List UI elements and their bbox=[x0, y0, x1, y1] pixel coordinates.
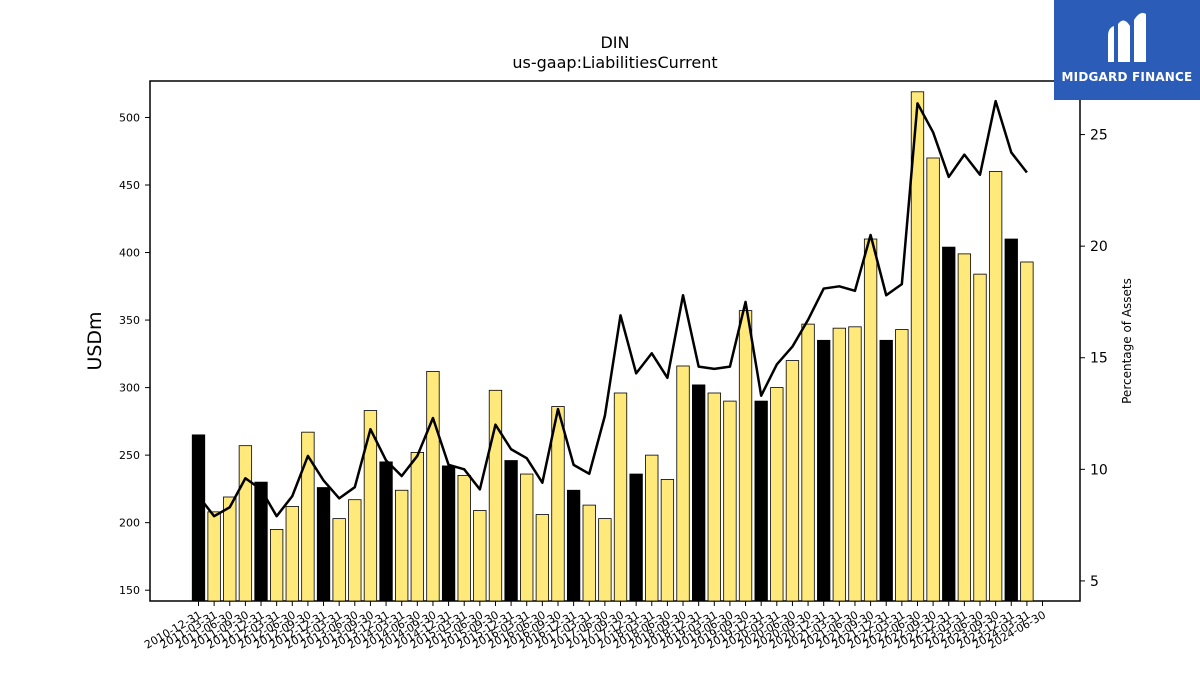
chart-subtitle: us-gaap:LiabilitiesCurrent bbox=[512, 53, 717, 72]
bar-2021-12-31 bbox=[879, 339, 893, 602]
bar-2023-09-30 bbox=[988, 171, 1003, 602]
brand-name: MIDGARD FINANCE bbox=[1061, 70, 1193, 84]
bar-2024-03-31 bbox=[1020, 261, 1034, 602]
brand-logo: MIDGARD FINANCE bbox=[1054, 0, 1200, 100]
bar-2020-06-30 bbox=[785, 360, 800, 602]
bar-2016-12-31 bbox=[566, 489, 581, 602]
bar-2018-06-30 bbox=[660, 479, 675, 602]
y-tick-label: 150 bbox=[119, 584, 140, 597]
y2-tick-label: 20 bbox=[1090, 239, 1108, 255]
bar-2020-12-31 bbox=[817, 339, 831, 602]
bar-2011-09-30 bbox=[238, 445, 253, 602]
bar-2013-06-30 bbox=[348, 499, 362, 602]
bar-2018-12-31 bbox=[692, 384, 706, 602]
bar-2022-09-30 bbox=[926, 157, 940, 602]
bar-2010-12-31 bbox=[191, 434, 206, 602]
bar-2015-06-30 bbox=[473, 510, 487, 602]
bar-2013-03-31 bbox=[332, 518, 346, 602]
y-tick-label: 450 bbox=[119, 179, 140, 192]
bar-2019-06-30 bbox=[723, 400, 737, 602]
y2-tick-label: 5 bbox=[1090, 574, 1099, 590]
bar-2021-09-30 bbox=[863, 238, 878, 602]
bar-2017-09-30 bbox=[613, 392, 628, 602]
bar-2016-03-31 bbox=[520, 473, 534, 602]
y-tick-label: 300 bbox=[119, 382, 140, 395]
x-axis: 2010-12-312011-03-312011-06-302011-09-30… bbox=[142, 601, 1048, 652]
bar-2015-03-31 bbox=[457, 474, 471, 602]
bar-2015-09-30 bbox=[488, 389, 503, 602]
bar-2019-03-31 bbox=[707, 392, 721, 602]
y-tick-label: 350 bbox=[119, 314, 140, 327]
y-tick-label: 500 bbox=[119, 111, 140, 124]
bar-2021-03-31 bbox=[832, 327, 846, 602]
bar-2019-12-31 bbox=[754, 400, 768, 602]
bar-2015-12-31 bbox=[504, 460, 518, 602]
bar-2014-03-31 bbox=[395, 489, 409, 602]
bar-2012-03-31 bbox=[269, 529, 284, 602]
bar-2020-09-30 bbox=[801, 323, 815, 602]
bar-2012-12-31 bbox=[316, 487, 331, 602]
y2-tick-label: 10 bbox=[1090, 462, 1108, 478]
bar-2017-06-30 bbox=[598, 518, 612, 602]
y2-tick-label: 25 bbox=[1090, 128, 1108, 144]
bar-2017-03-31 bbox=[582, 504, 596, 602]
y-axis-left: 150 200 250 300 350 400 450 500 bbox=[119, 111, 150, 597]
bar-2017-12-31 bbox=[629, 473, 643, 602]
y2-axis-label: Percentage of Assets bbox=[1120, 278, 1134, 404]
percent-line bbox=[197, 99, 1028, 518]
bar-2011-06-30 bbox=[223, 496, 237, 602]
y-axis-right: 5 10 15 20 25 bbox=[1080, 128, 1108, 590]
y-tick-label: 250 bbox=[119, 449, 140, 462]
y-tick-label: 400 bbox=[119, 247, 140, 260]
bar-2014-09-30 bbox=[426, 370, 440, 602]
bar-2020-03-31 bbox=[770, 387, 784, 602]
chart-title: DIN bbox=[600, 33, 629, 52]
bar-2023-03-31 bbox=[957, 253, 972, 602]
y2-tick-label: 15 bbox=[1090, 351, 1108, 367]
bar-2022-03-31 bbox=[895, 329, 909, 602]
midgard-logo-icon bbox=[1108, 12, 1146, 63]
bar-2022-12-31 bbox=[942, 246, 956, 602]
bar-2023-06-30 bbox=[973, 273, 987, 602]
bar-2011-03-31 bbox=[207, 511, 221, 602]
percent-line-path bbox=[197, 99, 1028, 518]
bar-2018-09-30 bbox=[676, 365, 690, 602]
bar-2021-06-30 bbox=[848, 326, 862, 602]
bar-2018-03-31 bbox=[645, 454, 659, 602]
bar-2019-09-30 bbox=[738, 310, 753, 602]
bar-2023-12-31 bbox=[1004, 238, 1018, 602]
y-axis-label: USDm bbox=[84, 311, 106, 370]
y-tick-label: 200 bbox=[119, 517, 140, 530]
bar-2011-12-31 bbox=[254, 481, 268, 602]
bar-2012-06-30 bbox=[285, 506, 299, 602]
bar-2013-12-31 bbox=[379, 461, 393, 602]
bar-2014-06-30 bbox=[410, 452, 424, 602]
bar-2016-06-30 bbox=[535, 514, 550, 602]
bar-2014-12-31 bbox=[441, 465, 456, 602]
bars bbox=[191, 91, 1034, 602]
